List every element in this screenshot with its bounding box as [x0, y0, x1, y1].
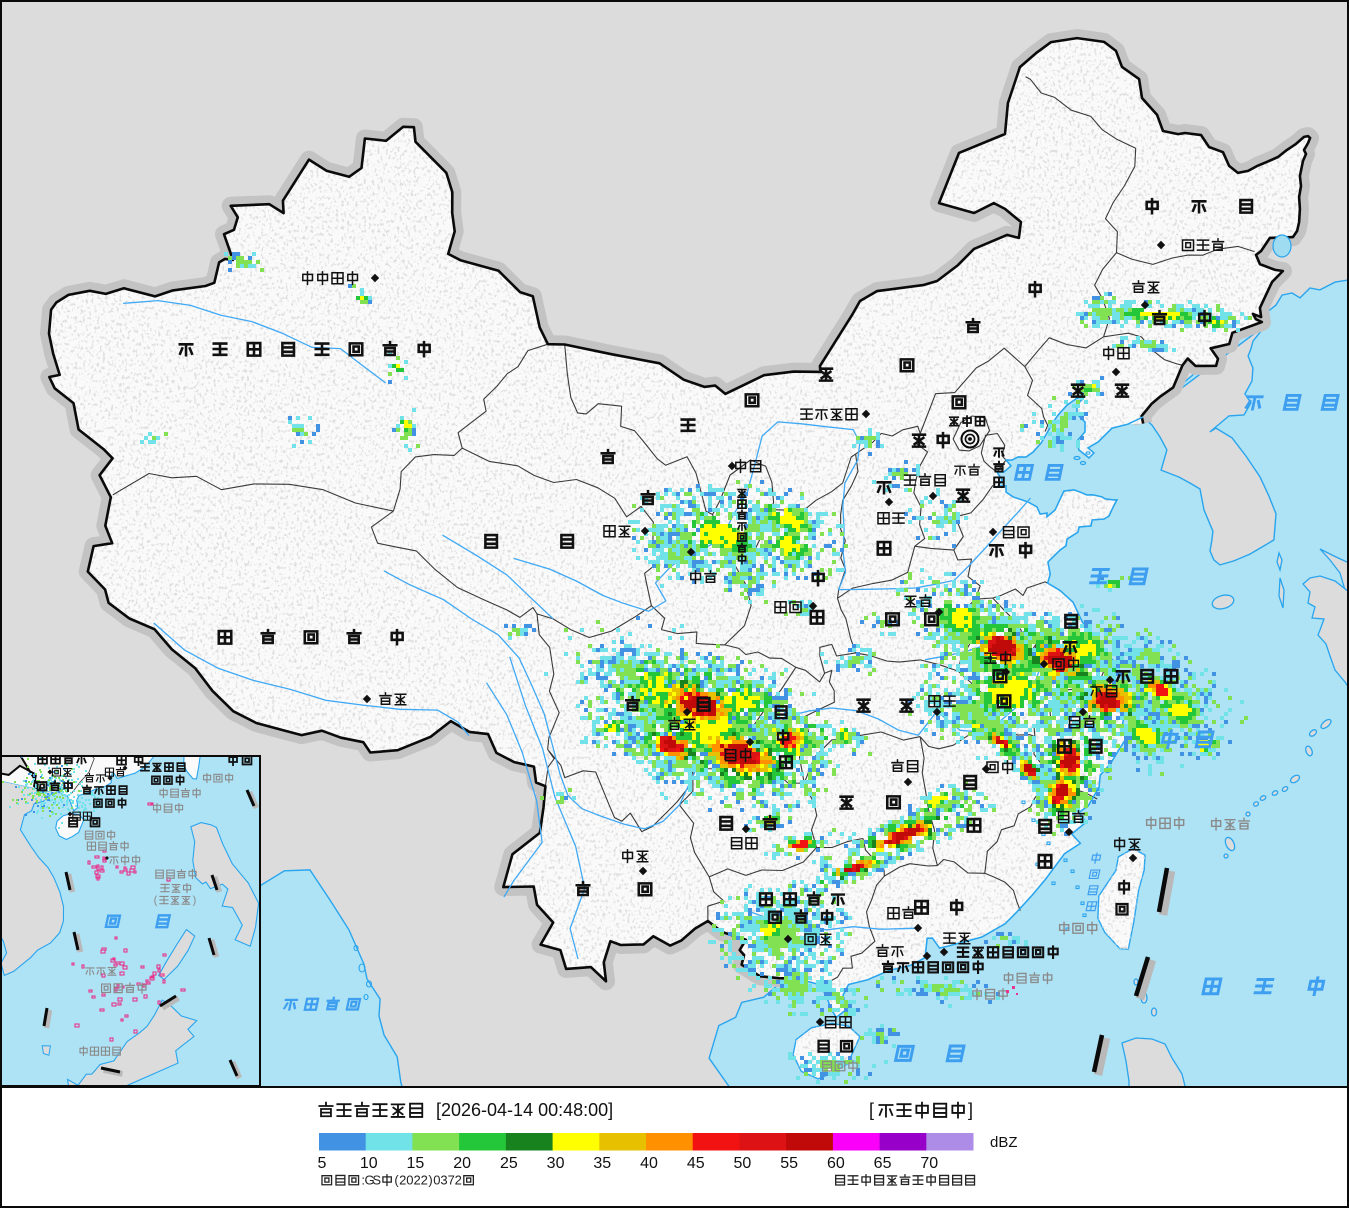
svg-text:[2026-04-14 00:48:00]: [2026-04-14 00:48:00]: [436, 1100, 613, 1120]
svg-text::: :: [361, 1172, 365, 1187]
svg-text:S: S: [372, 1172, 381, 1187]
svg-text:): ): [428, 1172, 432, 1187]
svg-text:): ): [193, 895, 197, 907]
svg-text:20: 20: [453, 1155, 471, 1172]
svg-text:25: 25: [500, 1155, 518, 1172]
svg-text:2: 2: [399, 1172, 406, 1187]
svg-text:45: 45: [687, 1155, 705, 1172]
svg-text:50: 50: [734, 1155, 752, 1172]
svg-text:dBZ: dBZ: [990, 1134, 1018, 1151]
svg-text:2: 2: [413, 1172, 420, 1187]
svg-text:0: 0: [406, 1172, 413, 1187]
svg-text:2: 2: [421, 1172, 428, 1187]
svg-text:[: [: [869, 1100, 874, 1120]
svg-text:3: 3: [440, 1172, 447, 1187]
svg-text:65: 65: [874, 1155, 892, 1172]
svg-text:35: 35: [593, 1155, 611, 1172]
svg-text:40: 40: [640, 1155, 658, 1172]
svg-text:(: (: [394, 1172, 399, 1187]
svg-text:15: 15: [407, 1155, 425, 1172]
svg-text:(: (: [154, 895, 158, 907]
svg-text:10: 10: [360, 1155, 378, 1172]
svg-text:55: 55: [780, 1155, 798, 1172]
svg-text:2: 2: [455, 1172, 462, 1187]
svg-text:G: G: [364, 1172, 374, 1187]
svg-text:7: 7: [448, 1172, 455, 1187]
svg-text:30: 30: [547, 1155, 565, 1172]
svg-text:0: 0: [433, 1172, 440, 1187]
svg-text:70: 70: [920, 1155, 938, 1172]
svg-text:5: 5: [318, 1155, 327, 1172]
svg-text:60: 60: [827, 1155, 845, 1172]
svg-text:]: ]: [968, 1100, 973, 1120]
